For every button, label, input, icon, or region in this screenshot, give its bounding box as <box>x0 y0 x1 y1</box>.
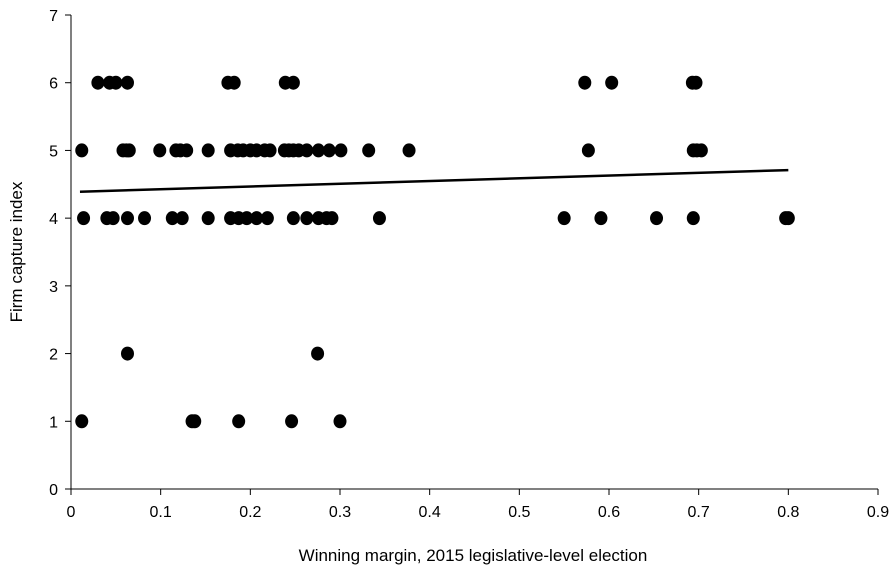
data-point <box>75 143 89 158</box>
data-point <box>250 211 264 226</box>
data-point <box>109 75 123 90</box>
x-tick-label: 0.8 <box>777 504 799 521</box>
data-point <box>686 211 700 226</box>
data-point <box>91 75 105 90</box>
data-point <box>188 414 202 429</box>
data-point <box>138 211 152 226</box>
data-point <box>694 143 708 158</box>
data-point <box>263 143 277 158</box>
data-point <box>362 143 376 158</box>
data-point <box>165 211 179 226</box>
data-point <box>311 143 325 158</box>
x-tick-label: 0.3 <box>329 504 351 521</box>
data-point <box>334 143 348 158</box>
x-tick-label: 0.1 <box>150 504 172 521</box>
trend-line <box>79 168 789 193</box>
x-tick-label: 0.4 <box>419 504 441 521</box>
data-point <box>286 211 300 226</box>
y-axis-ticks: 0 1 2 3 4 5 6 7 <box>49 8 71 499</box>
data-point <box>333 414 347 429</box>
data-point <box>781 211 795 226</box>
data-point <box>311 346 325 361</box>
data-point <box>285 414 299 429</box>
data-point <box>605 75 619 90</box>
data-point <box>75 414 89 429</box>
y-tick-label: 3 <box>49 279 58 296</box>
data-point <box>322 143 336 158</box>
data-point <box>120 346 134 361</box>
data-point <box>120 75 134 90</box>
data-point <box>175 211 189 226</box>
data-point <box>180 143 194 158</box>
data-point <box>240 211 254 226</box>
x-tick-label: 0 <box>67 504 76 521</box>
y-tick-label: 4 <box>49 211 58 228</box>
y-tick-label: 6 <box>49 76 58 93</box>
data-point <box>325 211 339 226</box>
x-tick-label: 0.2 <box>239 504 261 521</box>
data-points <box>75 75 795 429</box>
data-point <box>372 211 386 226</box>
axes <box>70 15 878 490</box>
data-point <box>578 75 592 90</box>
data-point <box>300 143 314 158</box>
y-tick-label: 1 <box>49 414 58 431</box>
data-point <box>201 143 215 158</box>
y-axis-title: Firm capture index <box>7 181 26 322</box>
data-point <box>227 75 241 90</box>
data-point <box>260 211 274 226</box>
data-point <box>581 143 595 158</box>
y-tick-label: 5 <box>49 143 58 160</box>
x-tick-label: 0.5 <box>508 504 530 521</box>
data-point <box>120 211 134 226</box>
x-axis-ticks: 0 0.1 0.2 0.3 0.4 0.5 0.6 0.7 0.8 0.9 <box>67 489 889 521</box>
y-tick-label: 0 <box>49 482 58 499</box>
data-point <box>594 211 608 226</box>
data-point <box>122 143 136 158</box>
data-point <box>201 211 215 226</box>
x-axis-title: Winning margin, 2015 legislative-level e… <box>299 546 648 565</box>
x-tick-label: 0.9 <box>867 504 889 521</box>
data-point <box>106 211 120 226</box>
x-tick-label: 0.6 <box>598 504 620 521</box>
data-point <box>402 143 416 158</box>
data-point <box>300 211 314 226</box>
data-point <box>557 211 571 226</box>
data-point <box>77 211 91 226</box>
y-tick-label: 2 <box>49 347 58 364</box>
data-point <box>650 211 664 226</box>
data-point <box>232 414 246 429</box>
data-point <box>153 143 167 158</box>
x-tick-label: 0.7 <box>688 504 710 521</box>
data-point <box>286 75 300 90</box>
data-point <box>689 75 703 90</box>
y-tick-label: 7 <box>49 8 58 25</box>
